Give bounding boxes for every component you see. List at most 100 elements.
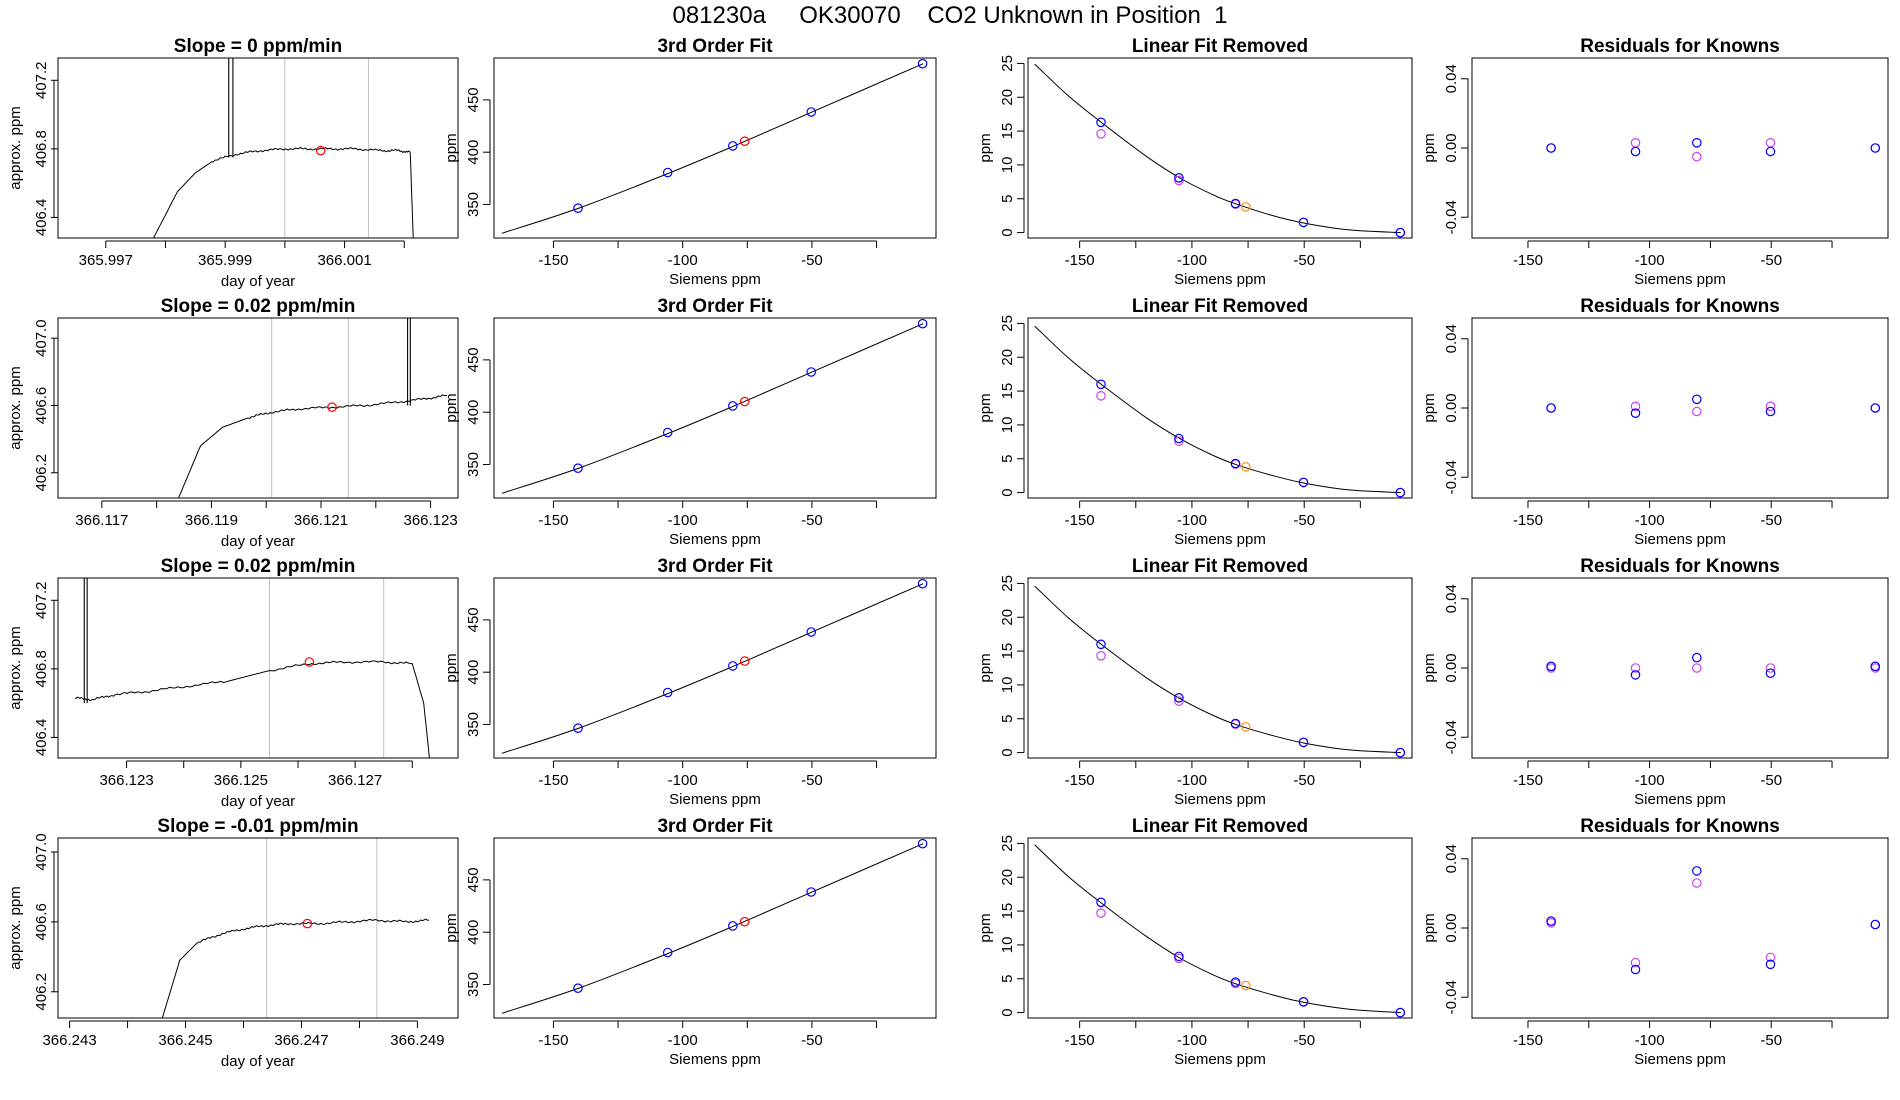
y-tick-label: 0 — [999, 1008, 1016, 1016]
fit-curve — [1034, 63, 1401, 234]
known-point — [1692, 652, 1702, 663]
x-tick-label: -150 — [538, 252, 568, 269]
panel-r4-c1: 366.243 366.245 366.247 366.249 406.2 406.6 40… — [7, 816, 459, 1070]
known-point — [1630, 670, 1641, 680]
slope-title: Slope = 0 ppm/min — [174, 36, 342, 57]
x-tick-label: -100 — [1635, 772, 1665, 789]
y-tick-label: 0.00 — [1443, 133, 1460, 162]
y-axis-label: ppm — [1421, 913, 1438, 942]
x-tick-label: -50 — [1293, 512, 1315, 529]
x-axis-label: Siemens ppm — [669, 1051, 761, 1068]
known-point — [1765, 668, 1776, 678]
known-point — [1546, 661, 1556, 672]
y-tick-label: 0.04 — [1443, 324, 1460, 353]
known-point — [917, 578, 928, 589]
y-tick-label: 15 — [999, 903, 1016, 920]
y-tick-label: 0 — [999, 228, 1016, 236]
x-tick-label: -50 — [801, 512, 823, 529]
y-tick-label: 0.00 — [1443, 913, 1460, 942]
x-tick-label: -50 — [801, 252, 823, 269]
known-point — [1096, 117, 1106, 128]
y-tick-label: 406.6 — [33, 903, 50, 941]
unknown-point — [739, 396, 750, 407]
y-tick-label: 25 — [999, 55, 1016, 72]
trace-group — [178, 318, 448, 498]
known-point — [1230, 198, 1241, 209]
known-point — [917, 58, 928, 69]
known-point — [1395, 747, 1406, 758]
y-axis-label: ppm — [1421, 393, 1438, 422]
y-tick-label: 0.04 — [1443, 844, 1460, 873]
x-axis-label: Siemens ppm — [669, 271, 761, 288]
x-tick-label: -150 — [1065, 512, 1095, 529]
y-tick-label: -0.04 — [1443, 720, 1460, 754]
known-point — [573, 463, 583, 473]
y-axis-label: ppm — [1421, 133, 1438, 162]
panel-r1-c2: -150 -100 -50 350 400 450 3rd Order Fit Siemens… — [443, 36, 937, 288]
known-point-alt — [1692, 151, 1702, 162]
x-tick-label: 366.245 — [158, 1032, 212, 1049]
y-axis-label: ppm — [977, 393, 994, 422]
y-tick-label: 5 — [999, 455, 1016, 463]
fit-curve — [501, 323, 924, 494]
slope-title: Slope = 0.02 ppm/min — [161, 556, 356, 577]
x-tick-label: -100 — [1177, 252, 1207, 269]
panel-title: Residuals for Knowns — [1580, 556, 1780, 577]
x-tick-label: -50 — [1760, 1032, 1782, 1049]
known-point — [1174, 173, 1184, 183]
known-point — [917, 838, 928, 849]
known-point — [806, 887, 816, 897]
panel-r1-c1: 365.997 365.999 366.001 406.4 406.8 407.2 Slop… — [7, 36, 459, 290]
y-tick-label: 406.2 — [33, 454, 50, 492]
fit-curve — [501, 63, 924, 234]
x-axis-label: Siemens ppm — [1174, 271, 1266, 288]
known-point — [1174, 433, 1184, 444]
x-tick-label: -150 — [1513, 512, 1543, 529]
x-tick-label: -150 — [1513, 252, 1543, 269]
panel-r2-c2: -150 -100 -50 350 400 450 3rd Order Fit Siemens… — [443, 296, 937, 548]
y-tick-label: 450 — [465, 347, 482, 372]
y-tick-label: 406.6 — [33, 387, 50, 425]
y-tick-label: 5 — [999, 195, 1016, 203]
known-point — [1870, 403, 1881, 413]
unknown-point — [739, 656, 750, 666]
x-tick-label: 366.119 — [185, 512, 238, 529]
y-axis-label: approx. ppm — [7, 366, 24, 449]
y-axis-label: ppm — [977, 913, 994, 942]
known-point — [1395, 487, 1406, 498]
fit-curve — [501, 843, 924, 1014]
y-tick-label: 20 — [999, 609, 1016, 626]
plot-frame — [57, 317, 459, 499]
known-point — [1692, 866, 1702, 876]
known-point — [1230, 718, 1241, 729]
known-point — [727, 921, 738, 931]
x-axis-label: day of year — [221, 273, 295, 290]
y-tick-label: 20 — [999, 869, 1016, 886]
known-point — [1298, 477, 1309, 488]
x-axis-label: Siemens ppm — [1174, 1051, 1266, 1068]
known-point — [1395, 227, 1406, 238]
data-trace — [161, 918, 430, 1018]
plot-frame — [1471, 577, 1889, 759]
x-tick-label: -100 — [668, 772, 698, 789]
y-tick-label: 407.2 — [33, 582, 50, 620]
x-tick-label: -100 — [668, 512, 698, 529]
fit-curve — [1034, 585, 1401, 754]
y-tick-label: 15 — [999, 123, 1016, 140]
mean-marker — [304, 657, 315, 667]
unknown-point — [739, 136, 750, 146]
known-point — [727, 401, 738, 411]
panel-r1-c4: -150 -100 -50 -0.04 0.00 0.04 Residuals for Kn… — [1421, 36, 1889, 288]
y-tick-label: 406.8 — [33, 130, 50, 168]
x-tick-label: 366.123 — [403, 512, 457, 529]
x-tick-label: -100 — [1635, 512, 1665, 529]
y-tick-label: 10 — [999, 157, 1016, 174]
x-tick-label: -100 — [1635, 1032, 1665, 1049]
x-tick-label: -100 — [1177, 1032, 1207, 1049]
fit-curve — [1034, 325, 1401, 494]
y-tick-label: 406.4 — [33, 719, 50, 757]
known-point — [1630, 146, 1641, 157]
x-tick-label: -50 — [1293, 252, 1315, 269]
known-point — [1298, 217, 1309, 228]
x-tick-label: 366.243 — [42, 1032, 96, 1049]
